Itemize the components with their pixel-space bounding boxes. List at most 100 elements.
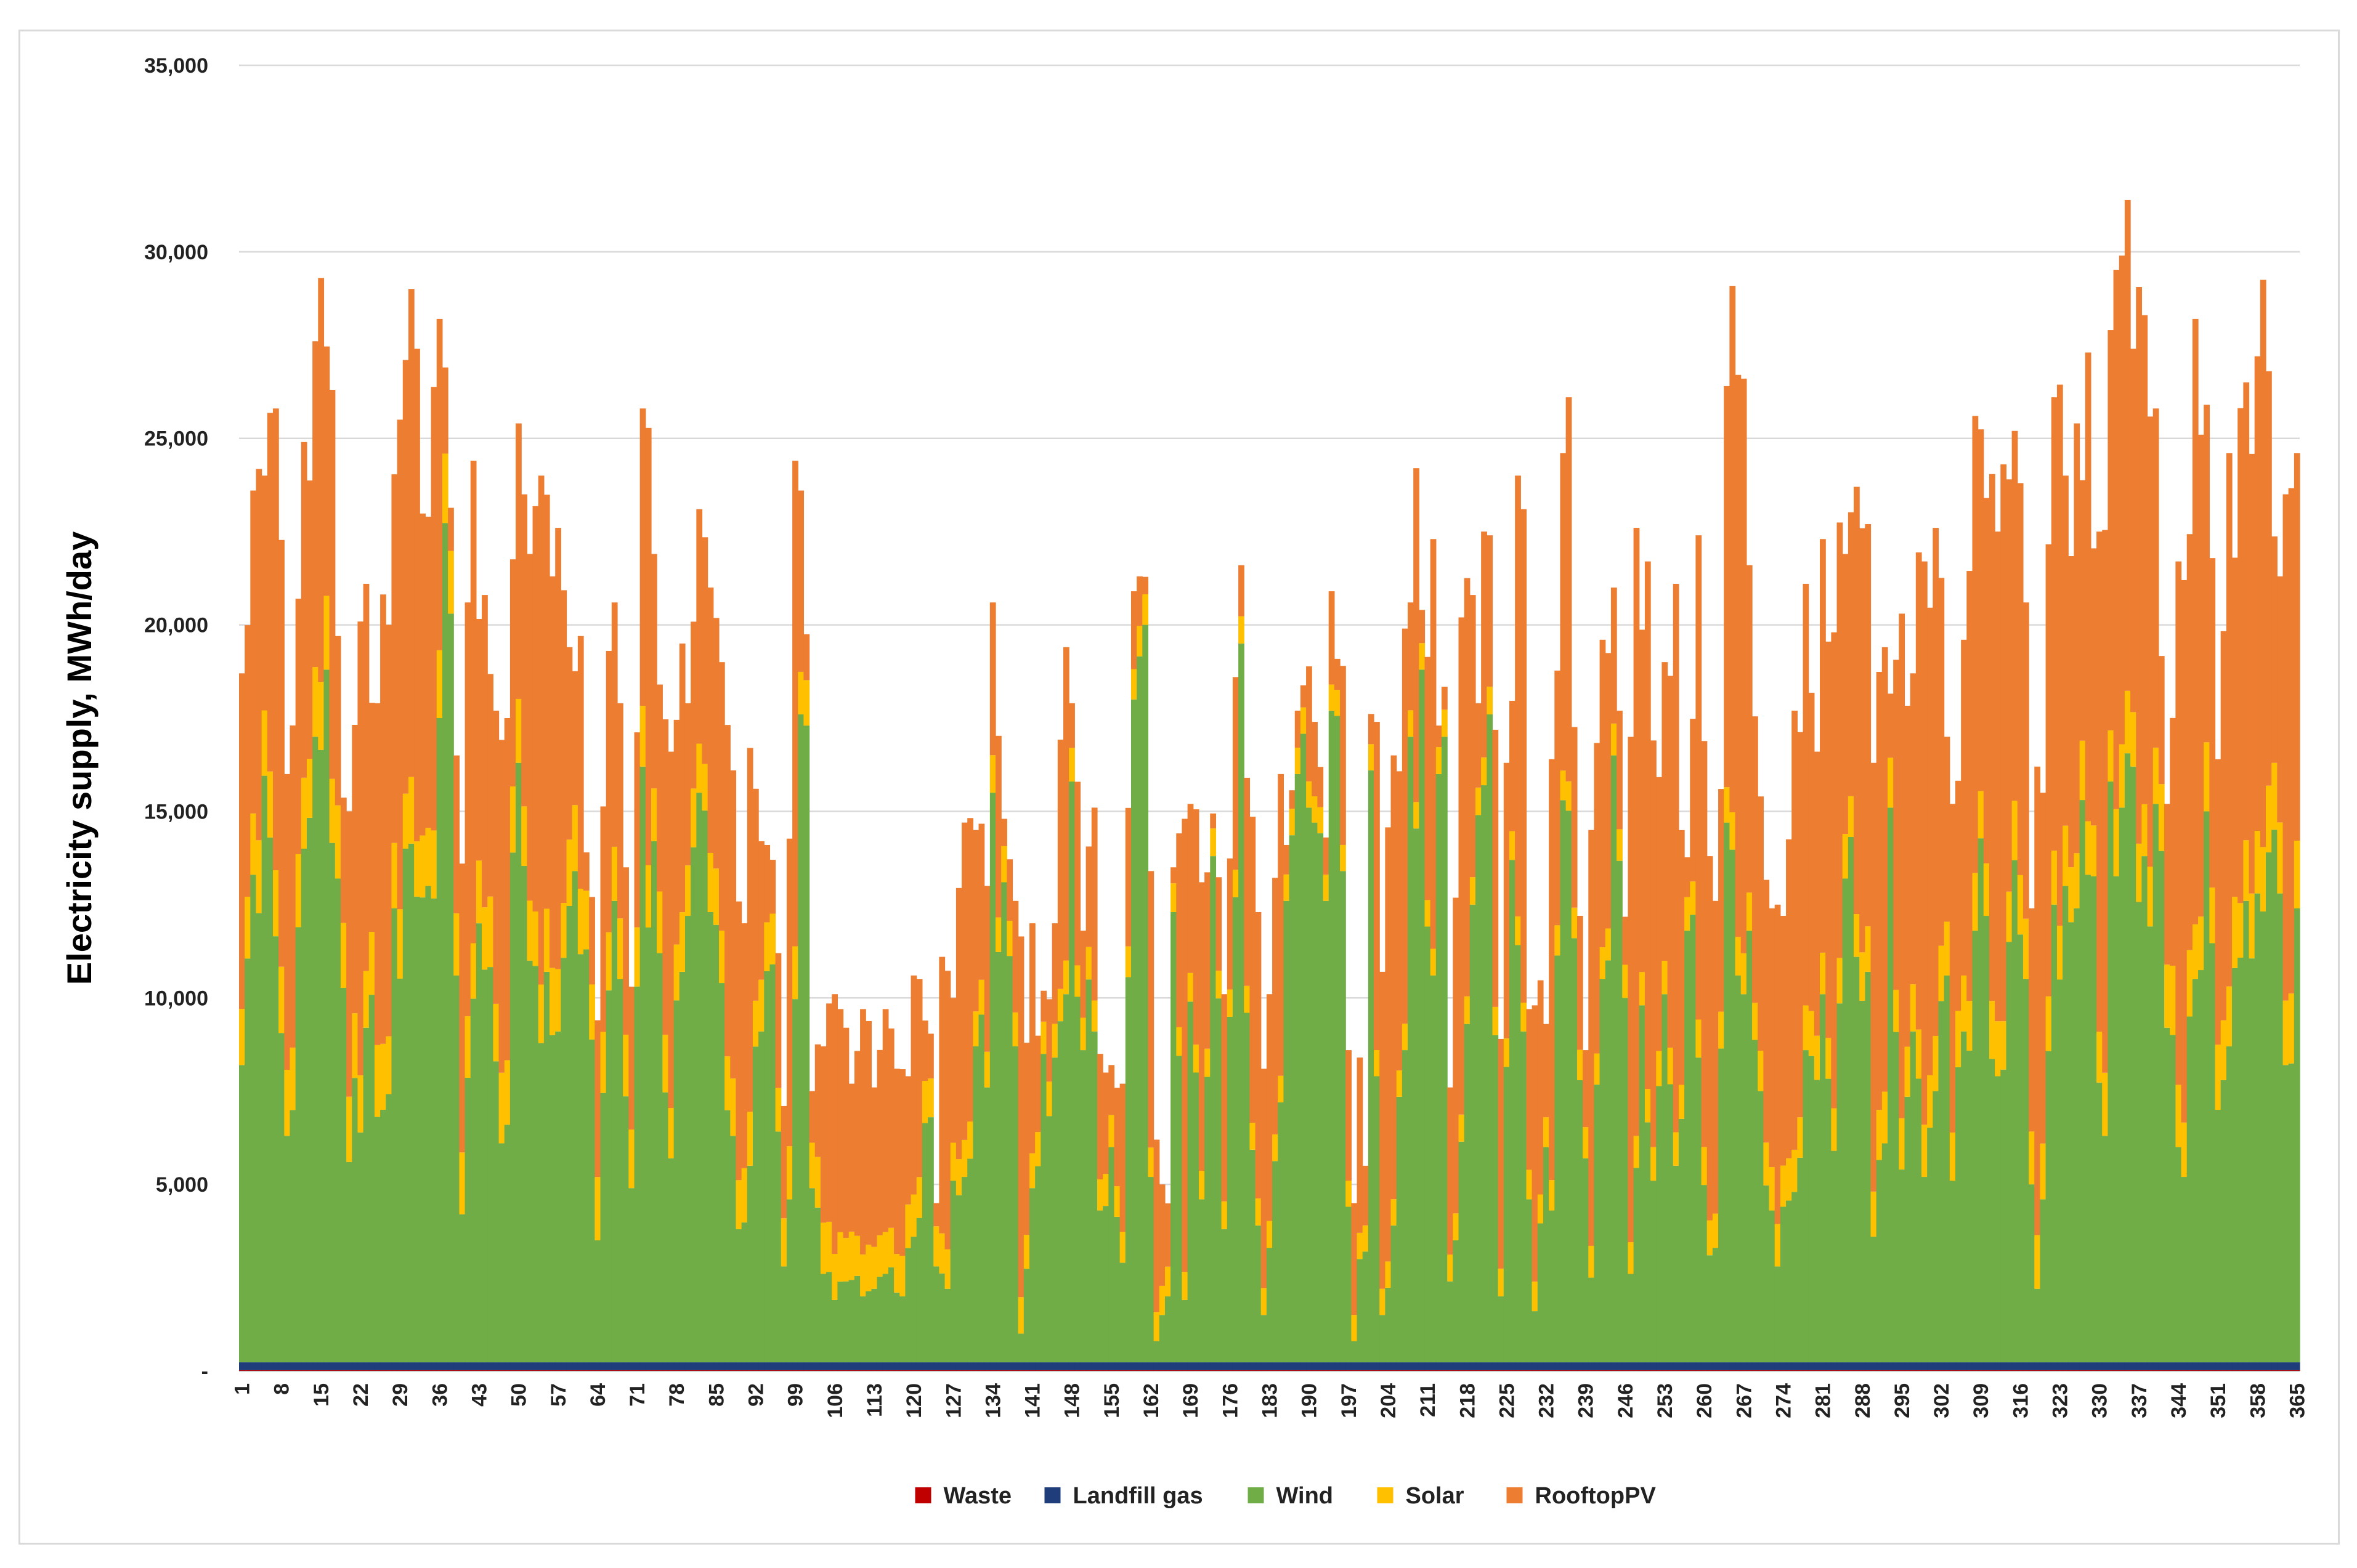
bar-segment-rooftoppv xyxy=(1023,1042,1030,1235)
bar-segment-waste xyxy=(786,1370,793,1371)
bar-segment-landfill-gas xyxy=(928,1362,934,1370)
bar-segment-wind xyxy=(577,954,584,1363)
bar-segment-waste xyxy=(1052,1370,1058,1371)
bar-segment-landfill-gas xyxy=(2113,1362,2120,1370)
bar-segment-waste xyxy=(583,1370,590,1371)
bar-segment-landfill-gas xyxy=(1763,1362,1770,1370)
x-tick-label: 295 xyxy=(1891,1383,1914,1418)
bar-segment-rooftoppv xyxy=(691,621,697,789)
bar-segment-rooftoppv xyxy=(1385,827,1392,1262)
bar-segment-wind xyxy=(267,837,274,1363)
bar-segment-rooftoppv xyxy=(420,513,426,836)
bar-segment-waste xyxy=(1870,1370,1877,1371)
bar-segment-wind xyxy=(2130,766,2136,1363)
bar-segment-waste xyxy=(707,1370,714,1371)
bar-segment-wind xyxy=(295,927,302,1363)
bar-segment-rooftoppv xyxy=(950,998,957,1143)
bar-segment-wind xyxy=(2204,811,2210,1363)
bar-segment-landfill-gas xyxy=(1831,1362,1838,1370)
bar-segment-rooftoppv xyxy=(747,748,753,1112)
bar-segment-solar xyxy=(1249,1123,1256,1150)
bar-segment-wind xyxy=(363,1027,370,1363)
x-tick-label: 267 xyxy=(1732,1383,1756,1418)
bar-segment-rooftoppv xyxy=(516,423,522,699)
bar-segment-waste xyxy=(425,1370,432,1371)
bar-segment-wind xyxy=(2108,781,2114,1363)
bar-segment-waste xyxy=(1402,1370,1408,1371)
bar-segment-landfill-gas xyxy=(1644,1362,1651,1370)
legend-swatch xyxy=(1377,1487,1394,1503)
bar-segment-landfill-gas xyxy=(2045,1362,2052,1370)
bar-segment-rooftoppv xyxy=(1312,722,1318,796)
bar-segment-solar xyxy=(1690,881,1697,915)
bar-segment-solar xyxy=(2209,887,2216,944)
bar-segment-rooftoppv xyxy=(1695,535,1702,1020)
bar-segment-solar xyxy=(2096,1032,2103,1083)
bar-segment-solar xyxy=(1029,1153,1036,1189)
bar-segment-wind xyxy=(290,1110,296,1363)
bar-segment-solar xyxy=(2045,996,2052,1051)
bar-segment-solar xyxy=(301,777,307,849)
bar-segment-waste xyxy=(1865,1370,1872,1371)
bar-segment-wind xyxy=(261,775,268,1363)
bar-segment-landfill-gas xyxy=(1678,1362,1685,1370)
x-tick-label: 99 xyxy=(784,1383,808,1407)
bar-segment-waste xyxy=(1023,1370,1030,1371)
bar-segment-rooftoppv xyxy=(1531,1005,1538,1282)
bar-segment-landfill-gas xyxy=(2090,1362,2097,1370)
bar-segment-landfill-gas xyxy=(420,1362,426,1370)
bar-segment-rooftoppv xyxy=(1379,971,1385,1289)
bar-segment-rooftoppv xyxy=(1881,647,1888,1092)
bar-segment-landfill-gas xyxy=(1408,1362,1414,1370)
bar-segment-wind xyxy=(922,1123,928,1363)
bar-segment-rooftoppv xyxy=(832,994,838,1255)
bar-segment-landfill-gas xyxy=(2271,1362,2278,1370)
bar-segment-wind xyxy=(866,1291,872,1363)
bar-segment-waste xyxy=(989,1370,996,1371)
bar-segment-landfill-gas xyxy=(1549,1362,1555,1370)
bar-segment-waste xyxy=(1808,1370,1815,1371)
chart-svg: -5,00010,00015,00020,00025,00030,00035,0… xyxy=(60,54,2309,1509)
bar-segment-rooftoppv xyxy=(2063,475,2069,826)
bar-segment-solar xyxy=(1215,971,1222,999)
bar-segment-landfill-gas xyxy=(1130,1362,1137,1370)
bar-segment-landfill-gas xyxy=(1402,1362,1408,1370)
bar-segment-solar xyxy=(1153,1312,1160,1341)
bar-segment-wind xyxy=(2215,1110,2221,1363)
bar-segment-wind xyxy=(668,1158,675,1363)
bar-segment-rooftoppv xyxy=(1424,657,1431,900)
bar-segment-landfill-gas xyxy=(414,1362,420,1370)
bar-segment-rooftoppv xyxy=(2056,384,2063,926)
bar-segment-landfill-gas xyxy=(1046,1362,1053,1370)
bar-segment-rooftoppv xyxy=(402,360,409,794)
bar-segment-landfill-gas xyxy=(2119,1362,2125,1370)
bar-segment-waste xyxy=(2090,1370,2097,1371)
bar-segment-landfill-gas xyxy=(538,1362,545,1370)
bar-segment-solar xyxy=(843,1238,850,1282)
bar-segment-wind xyxy=(916,1218,923,1363)
bar-segment-rooftoppv xyxy=(1735,374,1742,937)
bar-segment-rooftoppv xyxy=(1758,796,1764,1051)
bar-segment-wind xyxy=(2136,902,2142,1363)
bar-segment-landfill-gas xyxy=(1814,1362,1820,1370)
bar-segment-landfill-gas xyxy=(2277,1362,2284,1370)
bar-segment-wind xyxy=(2056,979,2063,1363)
bar-segment-landfill-gas xyxy=(1588,1362,1595,1370)
bar-segment-rooftoppv xyxy=(1583,1050,1589,1128)
bar-segment-solar xyxy=(1368,744,1374,770)
bar-segment-rooftoppv xyxy=(2130,349,2136,713)
bar-segment-waste xyxy=(301,1370,307,1371)
bar-segment-wind xyxy=(1910,1031,1917,1363)
bar-segment-waste xyxy=(1972,1370,1979,1371)
bar-segment-landfill-gas xyxy=(1537,1362,1544,1370)
bar-segment-wind xyxy=(2017,934,2024,1363)
bar-segment-landfill-gas xyxy=(1368,1362,1374,1370)
bar-segment-wind xyxy=(1695,1057,1702,1363)
bar-segment-waste xyxy=(1888,1370,1894,1371)
bar-segment-wind xyxy=(854,1275,861,1363)
bar-segment-solar xyxy=(352,1013,359,1078)
bar-segment-rooftoppv xyxy=(2181,580,2188,1123)
bar-segment-rooftoppv xyxy=(1870,762,1877,1192)
bar-segment-waste xyxy=(1706,1370,1713,1371)
bar-segment-rooftoppv xyxy=(1475,703,1482,788)
